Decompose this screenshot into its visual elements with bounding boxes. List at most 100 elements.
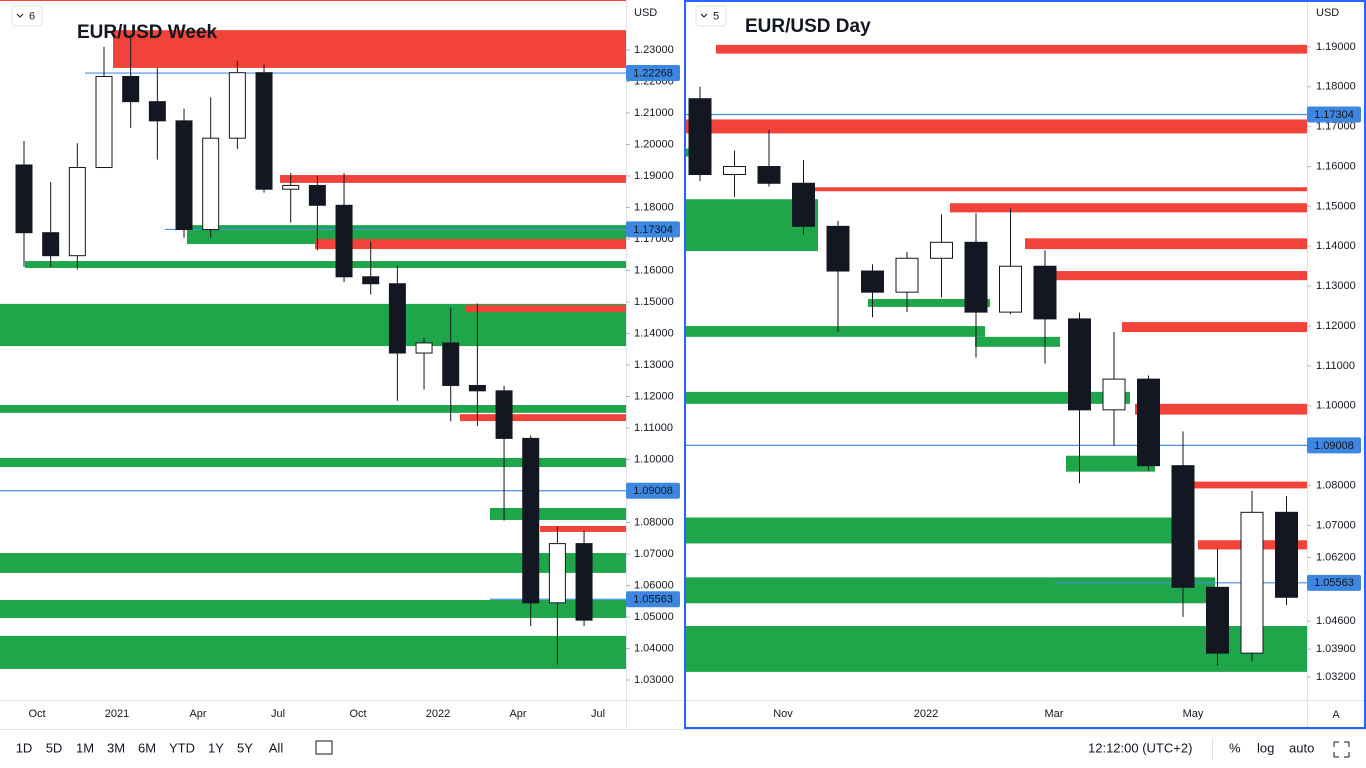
axis-mode[interactable]: A xyxy=(1332,709,1340,721)
candle-body xyxy=(255,72,273,190)
y-tick-label: 1.05000 xyxy=(634,611,674,623)
y-tick-label: 1.16000 xyxy=(1316,160,1356,172)
log-toggle[interactable]: log xyxy=(1257,740,1274,755)
zone xyxy=(1122,322,1307,333)
range-button[interactable]: 5D xyxy=(46,740,63,755)
chart-title: EUR/USD Week xyxy=(77,22,218,43)
zone xyxy=(280,175,626,183)
zone xyxy=(686,626,1307,672)
fullscreen-button[interactable] xyxy=(1333,741,1350,758)
y-tick-label: 1.15000 xyxy=(1316,200,1356,212)
y-tick-label: 1.11000 xyxy=(1316,360,1355,372)
price-label: 1.05563 xyxy=(633,594,673,606)
chevron xyxy=(16,13,24,18)
candle-body xyxy=(15,164,33,234)
price-label: 1.09008 xyxy=(633,485,673,497)
charts: 1.230001.220001.210001.200001.190001.180… xyxy=(0,30,1361,720)
candle-body xyxy=(930,241,953,259)
zone xyxy=(315,238,626,250)
candle-body xyxy=(1137,378,1160,467)
y-tick-label: 1.18000 xyxy=(1316,81,1356,93)
zone xyxy=(686,577,1215,604)
zone xyxy=(25,261,626,268)
candle-body xyxy=(415,342,433,354)
candle-body xyxy=(999,265,1022,313)
y-tick-label: 1.18000 xyxy=(634,201,674,213)
y-tick-label: 1.20000 xyxy=(634,138,674,150)
date-range-icon[interactable] xyxy=(315,740,333,755)
range-button[interactable]: All xyxy=(269,740,284,755)
candle-body xyxy=(122,75,140,103)
y-tick-label: 1.13000 xyxy=(1316,280,1356,292)
candle-body xyxy=(42,232,60,257)
candle-body xyxy=(95,75,113,168)
zone xyxy=(1040,271,1307,281)
candle-body xyxy=(861,270,884,293)
candle-body xyxy=(575,543,593,621)
y-tick-label: 1.08000 xyxy=(634,516,674,528)
candle-body xyxy=(282,184,300,190)
zone xyxy=(0,635,626,669)
candle-body xyxy=(335,204,353,278)
candle-body xyxy=(1033,265,1057,320)
zone xyxy=(465,305,626,313)
x-tick-label: Nov xyxy=(773,708,793,720)
price-label: 1.09008 xyxy=(1314,440,1354,452)
range-button[interactable]: 5Y xyxy=(237,740,253,755)
candle-body xyxy=(1068,318,1091,411)
candle-body xyxy=(1275,511,1298,598)
zone xyxy=(686,326,985,337)
price-label: 1.22268 xyxy=(633,67,673,79)
clock: 12:12:00 (UTC+2) xyxy=(1088,740,1192,755)
range-button[interactable]: 1M xyxy=(76,740,94,755)
axis-mode-button[interactable] xyxy=(1326,706,1346,724)
candle-body xyxy=(228,72,246,139)
y-tick-label: 1.08000 xyxy=(1316,480,1356,492)
percent-toggle[interactable]: % xyxy=(1229,740,1241,755)
y-tick-label: 1.23000 xyxy=(634,44,674,56)
candle-body xyxy=(175,120,193,231)
range-button[interactable]: 3M xyxy=(107,740,125,755)
x-tick-label: Oct xyxy=(28,708,45,720)
currency[interactable]: USD xyxy=(634,7,657,19)
candle-body xyxy=(148,101,166,122)
candle-body xyxy=(1171,465,1195,588)
y-tick-label: 1.06200 xyxy=(1316,551,1356,563)
candle-body xyxy=(548,543,566,604)
range-button[interactable]: YTD xyxy=(169,740,195,755)
currency[interactable]: USD xyxy=(1316,7,1339,19)
toolbar: 12:12:00 (UTC+2) % log auto 1D 5D 1M 3M 6M YT… xyxy=(16,738,1350,760)
legend-toggle[interactable] xyxy=(695,5,727,27)
y-tick-label: 1.04600 xyxy=(1316,615,1356,627)
x-tick-label: 2022 xyxy=(914,708,938,720)
candle-body xyxy=(1102,378,1126,411)
range-button[interactable]: 1Y xyxy=(208,740,224,755)
y-tick-label: 1.19000 xyxy=(1316,41,1356,53)
candle-body xyxy=(1206,586,1229,654)
active-pane-border xyxy=(684,0,1366,729)
y-tick-label: 1.17000 xyxy=(1316,121,1356,133)
candle-body xyxy=(388,283,406,354)
auto-toggle[interactable]: auto xyxy=(1289,740,1314,755)
candle-body xyxy=(202,137,220,231)
y-tick-label: 1.03900 xyxy=(1316,643,1356,655)
zone xyxy=(0,457,626,468)
candle-body xyxy=(792,182,815,227)
x-tick-label: Jul xyxy=(271,708,285,720)
chart-pane: 1.19000 1.18000 1.17000 1.16000 1.15000 1.140… xyxy=(686,41,1361,720)
y-tick-label: 1.07000 xyxy=(634,548,674,560)
range-button[interactable]: 6M xyxy=(138,740,156,755)
x-tick-label: Jul xyxy=(591,708,605,720)
y-tick-label: 1.03200 xyxy=(1316,671,1356,683)
legend-toggle[interactable] xyxy=(11,5,43,27)
candle-body xyxy=(826,225,850,272)
price-label: 1.17304 xyxy=(633,224,673,236)
price-label: 1.17304 xyxy=(1314,109,1354,121)
x-tick-label: Apr xyxy=(189,708,206,720)
price-label-box xyxy=(626,221,680,238)
zone xyxy=(460,414,626,422)
candle-body xyxy=(895,257,919,293)
y-tick-label: 1.04000 xyxy=(634,642,674,654)
range-button[interactable]: 1D xyxy=(16,740,33,755)
candle-body xyxy=(723,166,746,176)
